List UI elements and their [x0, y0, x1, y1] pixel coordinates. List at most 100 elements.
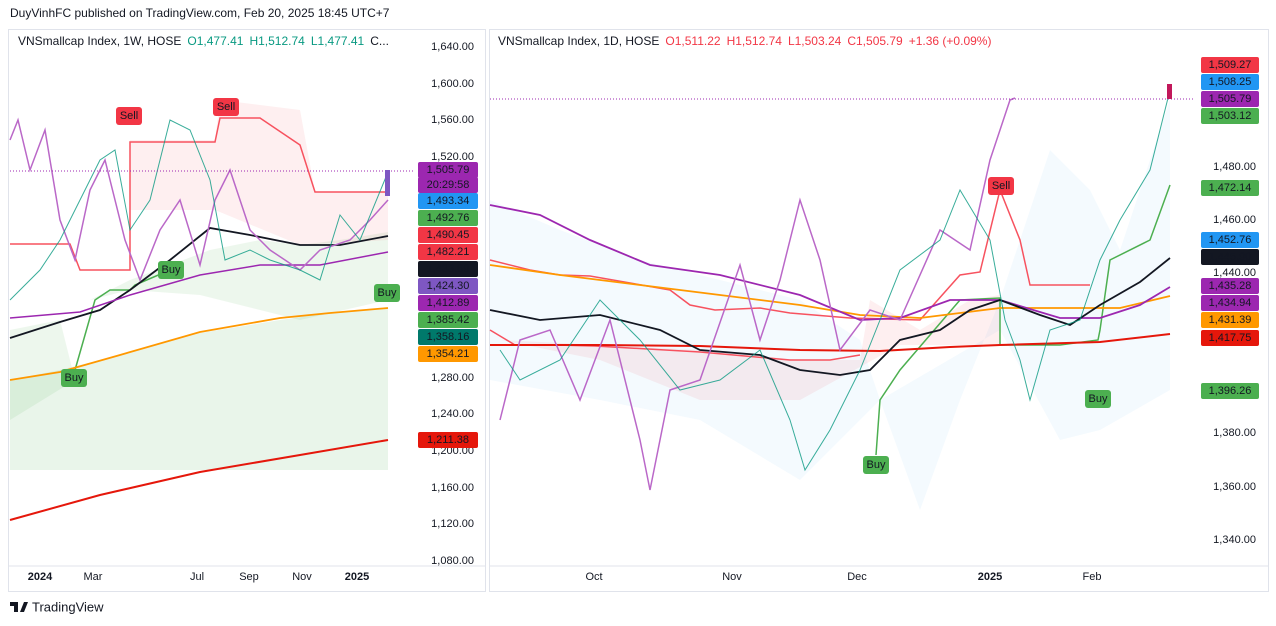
price-line — [499, 89, 1171, 472]
signal-label: Sell — [992, 180, 1010, 192]
price-label: 1,431.39 — [1209, 314, 1252, 326]
time-tick: Feb — [1083, 571, 1102, 583]
price-label-bg — [418, 346, 478, 362]
price-tick: 1,380.00 — [1213, 427, 1256, 439]
time-tick: Dec — [847, 571, 867, 583]
shade-red — [130, 100, 388, 245]
rsi-line — [9, 117, 389, 283]
time-tick: Nov — [722, 571, 742, 583]
price-label: 1,435.28 — [1209, 280, 1252, 292]
price-label: 1,412.89 — [427, 297, 470, 309]
time-tick: Sep — [239, 571, 259, 583]
legend-high: H1,512.74 — [249, 34, 305, 48]
price-tick: 1,440.00 — [1213, 267, 1256, 279]
legend-open: O1,511.22 — [665, 34, 720, 48]
signal-label: Buy — [1089, 393, 1108, 405]
price-label-bg — [418, 193, 478, 209]
ma-black — [9, 227, 389, 339]
price-line — [9, 119, 389, 301]
price-label: 1,505.79 — [427, 164, 470, 176]
price-tick: 1,560.00 — [431, 114, 474, 126]
signal-bg — [374, 284, 400, 302]
price-label: 1,417.75 — [1209, 332, 1252, 344]
price-label: 1,396.26 — [1209, 385, 1252, 397]
last-candle — [385, 170, 390, 196]
signal-label: Buy — [65, 372, 84, 384]
price-label-bg — [418, 261, 478, 277]
legend-open: O1,477.41 — [187, 34, 243, 48]
price-label: 1,509.27 — [1209, 59, 1252, 71]
price-label-bg — [1201, 91, 1259, 107]
price-label: 1,433.69 — [427, 263, 470, 275]
time-tick: Mar — [84, 571, 103, 583]
price-label-bg — [1201, 295, 1259, 311]
price-tick: 1,360.00 — [1213, 481, 1256, 493]
price-label: 20:29:58 — [427, 179, 470, 191]
rsi-line — [499, 97, 1016, 491]
signal-bg — [1085, 390, 1111, 408]
price-tick: 1,600.00 — [431, 78, 474, 90]
footer-brand: TradingView — [32, 599, 104, 614]
last-candle — [1167, 84, 1172, 99]
legend-low: L1,477.41 — [311, 34, 365, 48]
ma-orange — [489, 264, 1171, 319]
left-frame — [8, 29, 486, 592]
price-label: 1,508.25 — [1209, 76, 1252, 88]
time-tick: 2024 — [28, 571, 53, 583]
price-label: 1,445.90 — [1209, 251, 1252, 263]
shade-red — [500, 295, 1000, 400]
price-tick: 1,120.00 — [431, 518, 474, 530]
time-tick: Nov — [292, 571, 312, 583]
price-label-bg — [418, 244, 478, 260]
price-label-bg — [418, 312, 478, 328]
price-label-bg — [1201, 312, 1259, 328]
time-tick: 2025 — [345, 571, 369, 583]
supertrend-red — [10, 117, 388, 271]
price-tick: 1,460.00 — [1213, 214, 1256, 226]
price-label-bg — [1201, 108, 1259, 124]
signal-bg — [213, 98, 239, 116]
price-label-bg — [1201, 74, 1259, 90]
supertrend-red-2 — [489, 187, 1090, 321]
signal-bg — [863, 456, 889, 474]
price-label: 1,424.30 — [427, 280, 470, 292]
price-label-bg — [418, 329, 478, 345]
legend-close: C... — [370, 34, 389, 48]
price-tick: 1,340.00 — [1213, 534, 1256, 546]
price-tick: 1,240.00 — [431, 408, 474, 420]
price-label-bg — [418, 432, 478, 448]
signal-bg — [116, 107, 142, 125]
price-label-bg — [418, 177, 478, 193]
price-label-bg — [418, 162, 478, 178]
ma-purple — [9, 251, 389, 319]
price-label: 1,385.42 — [427, 314, 470, 326]
price-label-bg — [1201, 249, 1259, 265]
price-label: 1,492.76 — [427, 212, 470, 224]
signal-label: Sell — [120, 110, 138, 122]
header-title: DuyVinhFC published on TradingView.com, … — [10, 6, 390, 20]
price-label-bg — [1201, 330, 1259, 346]
signal-label: Buy — [867, 459, 886, 471]
ma-red — [490, 333, 1171, 353]
cloud — [10, 308, 388, 470]
price-label: 1,503.12 — [1209, 110, 1252, 122]
price-label: 1,358.16 — [427, 331, 470, 343]
price-tick: 1,080.00 — [431, 555, 474, 567]
channel — [490, 100, 1170, 510]
time-tick: 2025 — [978, 571, 1002, 583]
signal-bg — [158, 261, 184, 279]
price-label: 1,505.79 — [1209, 93, 1252, 105]
price-label: 1,493.34 — [427, 195, 470, 207]
price-label: 1,482.21 — [427, 246, 470, 258]
signal-label: Buy — [378, 287, 397, 299]
shade — [10, 232, 388, 420]
price-label: 1,452.76 — [1209, 234, 1252, 246]
right-frame — [489, 29, 1269, 592]
signal-bg — [988, 177, 1014, 195]
price-label: 1,354.21 — [427, 348, 470, 360]
price-tick: 1,520.00 — [431, 151, 474, 163]
price-label-bg — [418, 278, 478, 294]
price-label: 1,490.45 — [427, 229, 470, 241]
